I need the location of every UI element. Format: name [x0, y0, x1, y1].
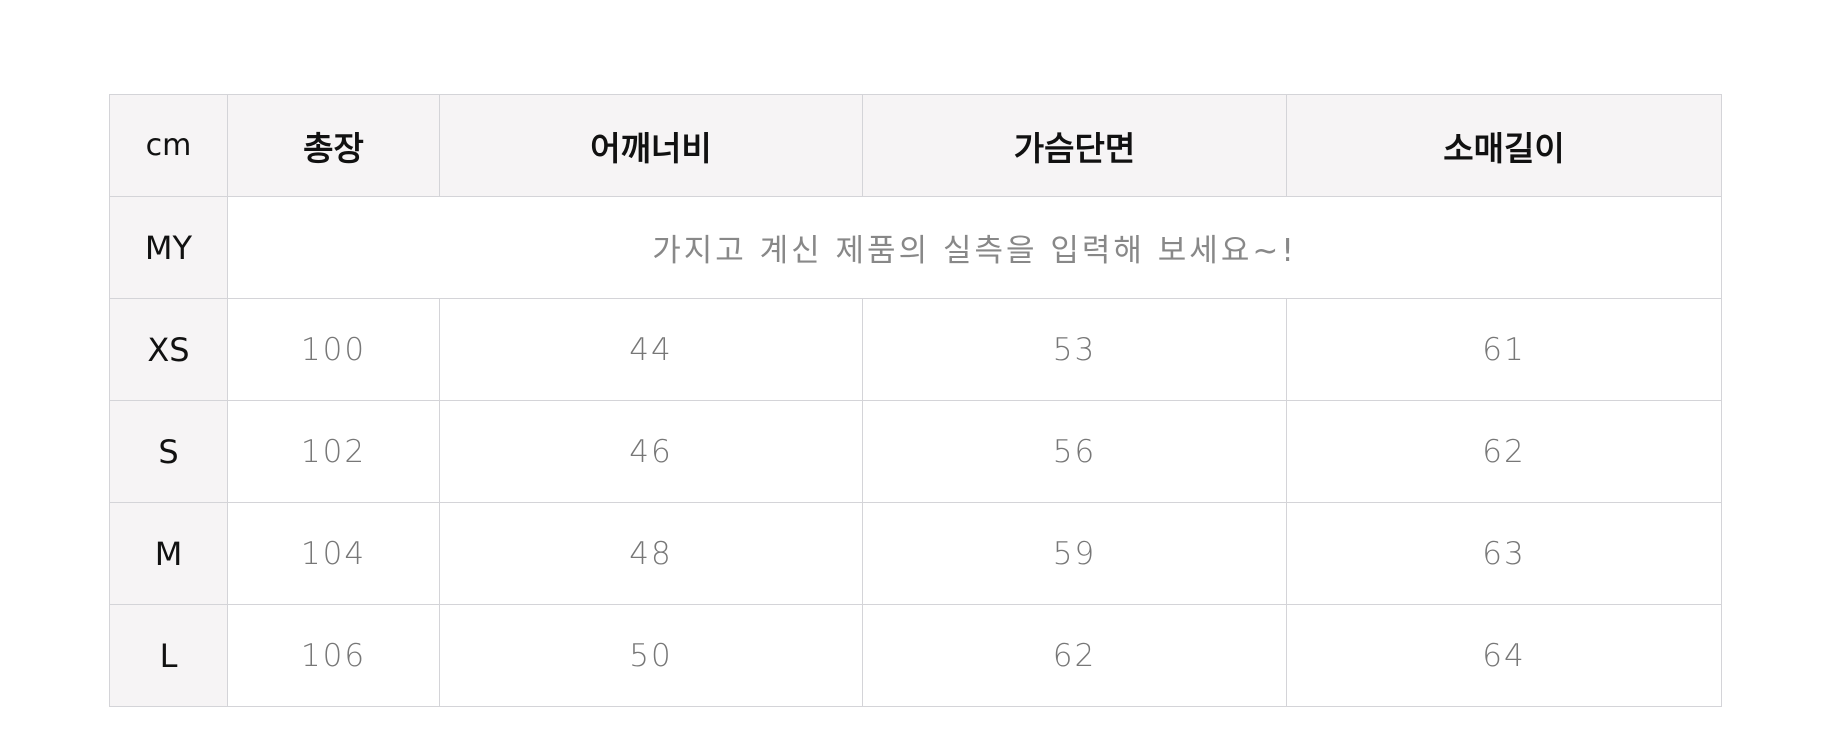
unit-header: cm [109, 94, 228, 197]
cell-value: 46 [439, 400, 863, 503]
cell-value: 50 [439, 604, 863, 707]
column-header-sleeve-length: 소매길이 [1286, 94, 1722, 197]
cell-value: 64 [1286, 604, 1722, 707]
column-header-total-length: 총장 [227, 94, 440, 197]
row-label-size: S [109, 400, 228, 503]
cell-value: 61 [1286, 298, 1722, 401]
row-label-size: L [109, 604, 228, 707]
cell-value: 63 [1286, 502, 1722, 605]
cell-value: 56 [862, 400, 1287, 503]
cell-value: 44 [439, 298, 863, 401]
row-label-size: M [109, 502, 228, 605]
size-chart-table: cm 총장 어깨너비 가슴단면 소매길이 MY 가지고 계신 제품의 실측을 입… [109, 94, 1722, 707]
cell-value: 59 [862, 502, 1287, 605]
table-row: XS 100 44 53 61 [109, 298, 1722, 401]
column-header-chest-width: 가슴단면 [862, 94, 1287, 197]
my-row: MY 가지고 계신 제품의 실측을 입력해 보세요~! [109, 196, 1722, 299]
my-measurement-note: 가지고 계신 제품의 실측을 입력해 보세요~! [227, 196, 1722, 299]
table-row: M 104 48 59 63 [109, 502, 1722, 605]
cell-value: 53 [862, 298, 1287, 401]
row-label-my: MY [109, 196, 228, 299]
header-row: cm 총장 어깨너비 가슴단면 소매길이 [109, 94, 1722, 197]
cell-value: 62 [862, 604, 1287, 707]
row-label-size: XS [109, 298, 228, 401]
cell-value: 100 [227, 298, 440, 401]
cell-value: 48 [439, 502, 863, 605]
cell-value: 62 [1286, 400, 1722, 503]
table-row: L 106 50 62 64 [109, 604, 1722, 707]
table-row: S 102 46 56 62 [109, 400, 1722, 503]
cell-value: 106 [227, 604, 440, 707]
column-header-shoulder-width: 어깨너비 [439, 94, 863, 197]
cell-value: 104 [227, 502, 440, 605]
cell-value: 102 [227, 400, 440, 503]
